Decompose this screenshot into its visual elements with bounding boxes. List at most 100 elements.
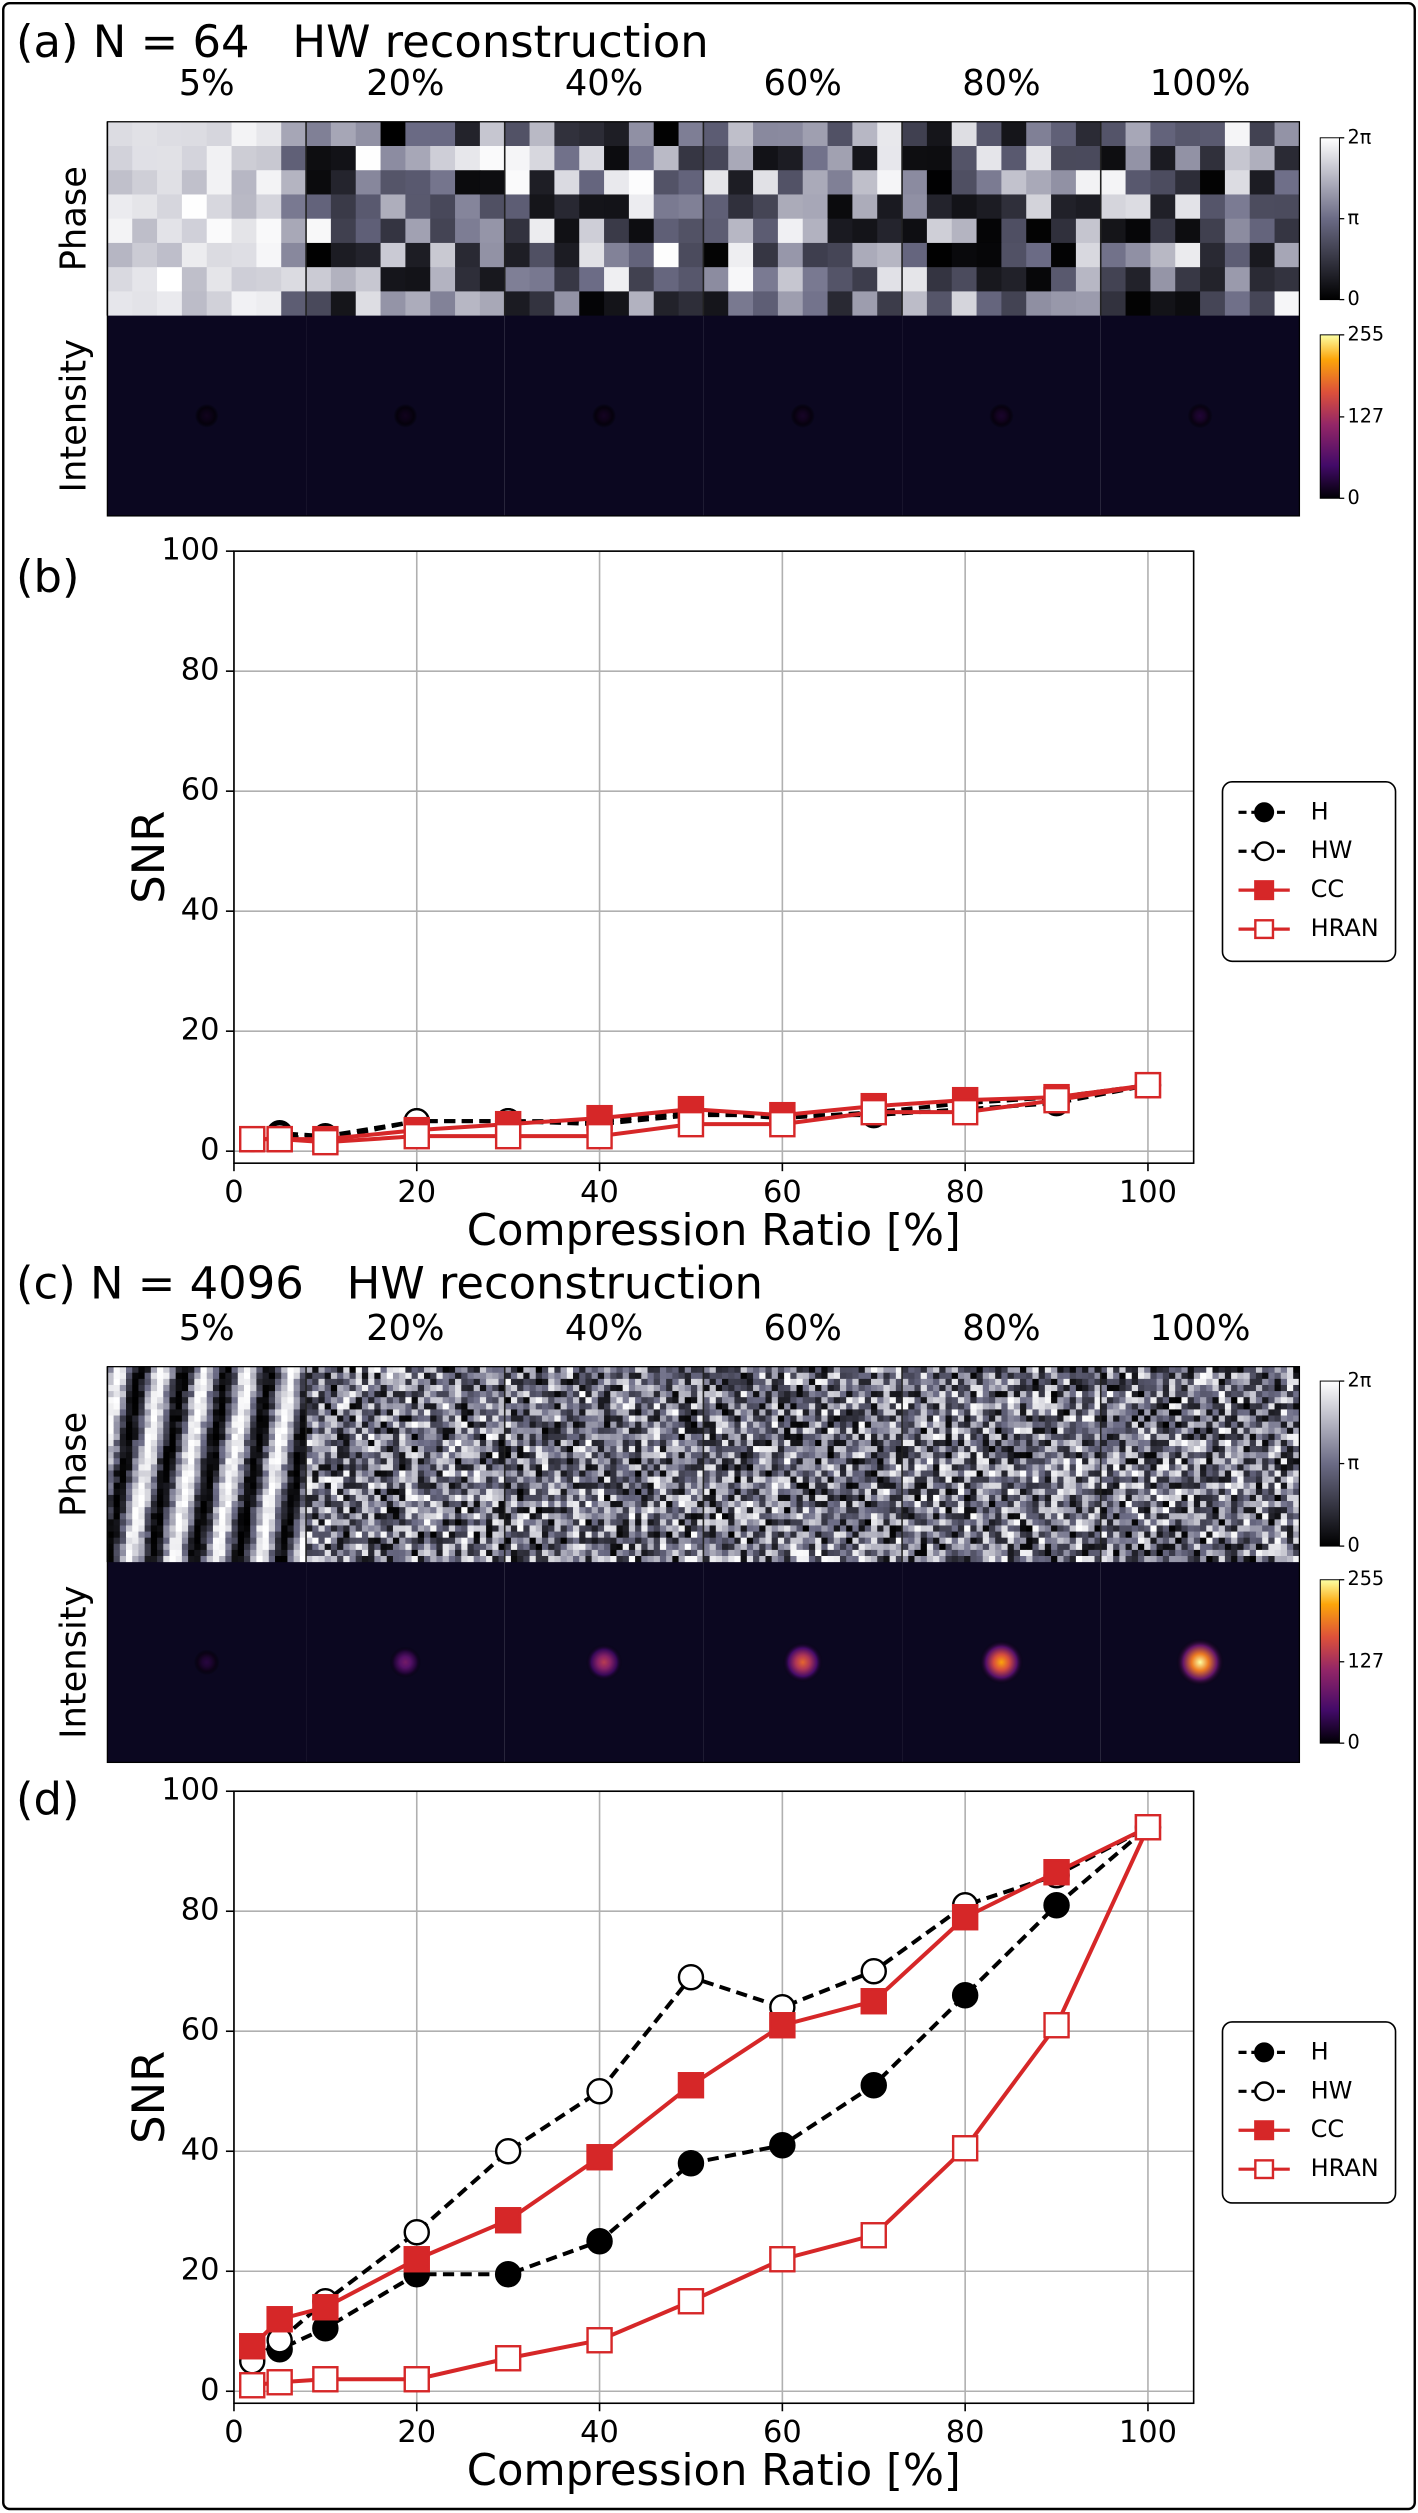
phase-pixel [1032,1397,1040,1404]
phase-pixel [877,1384,884,1392]
phase-pixel [144,1409,152,1416]
phase-pixel [653,1421,661,1429]
phase-pixel [759,1427,766,1435]
phase-pixel [361,1543,369,1551]
phase-pixel [268,1476,276,1484]
phase-pixel [275,1433,282,1441]
phase-pixel [157,1458,164,1465]
phase-pixel [604,1384,611,1392]
phase-pixel [436,1501,444,1508]
phase-pixel [442,1372,450,1380]
phase-pixel [343,1513,350,1520]
phase-pixel [684,1537,692,1545]
phase-pixel [554,170,580,195]
phase-pixel [268,1556,276,1563]
phase-pixel [908,1409,915,1416]
phase-pixel [790,1415,797,1423]
phase-pixel [132,1421,139,1429]
phase-pixel [616,1556,624,1563]
phase-pixel [902,1391,909,1398]
phase-pixel [566,1391,574,1398]
phase-pixel [722,1427,729,1435]
phase-pixel [424,1556,431,1563]
phase-pixel [368,1507,375,1514]
phase-pixel [765,1397,773,1404]
phase-pixel [343,1446,350,1453]
phase-pixel [790,1391,797,1398]
phase-pixel [951,1415,959,1423]
phase-pixel [231,1433,239,1441]
phase-pixel [697,1439,704,1447]
phase-pixel [194,1525,201,1533]
phase-pixel [448,1427,456,1435]
phase-pixel [926,242,953,268]
phase-pixel [635,1501,642,1508]
phase-pixel [119,1452,127,1459]
phase-pixel [839,1427,847,1435]
phase-pixel [324,1372,332,1380]
phase-pixel [299,1427,307,1435]
phase-pixel [926,121,953,147]
phase-pixel [883,1556,891,1563]
phase-pixel [237,1494,245,1502]
phase-pixel [237,1421,245,1429]
phase-pixel [194,1366,201,1374]
phase-pixel [157,1470,164,1478]
phase-pixel [690,1507,698,1514]
phase-pixel [368,1458,375,1465]
phase-pixel [281,170,307,195]
phase-pixel [392,1501,400,1508]
phase-pixel [666,1452,673,1459]
phase-pixel [740,1482,748,1490]
phase-pixel [734,1409,742,1416]
phase-pixel [796,1549,804,1557]
phase-pixel [672,1519,680,1526]
phase-pixel [554,242,580,268]
phase-pixel [895,1507,903,1514]
phase-pixel [119,1397,127,1404]
phase-pixel [877,1446,884,1453]
phase-pixel [889,1372,897,1380]
phase-pixel [399,1446,406,1453]
phase-pixel [330,1543,338,1551]
phase-pixel [883,1507,891,1514]
phase-pixel [821,1476,829,1484]
phase-pixel [982,1391,990,1398]
phase-pixel [678,1403,686,1410]
phase-pixel [1057,1378,1064,1386]
phase-pixel [417,1372,425,1380]
phase-pixel [808,1439,816,1447]
phase-pixel [746,1384,754,1392]
phase-pixel [424,1439,431,1447]
phase-pixel [312,1488,319,1496]
phase-pixel [933,1391,940,1398]
phase-pixel [678,218,704,244]
phase-pixel [604,1366,611,1374]
phase-pixel [436,1397,444,1404]
phase-pixel [541,1507,549,1514]
phase-pixel [548,1476,555,1484]
phase-pixel [337,1384,344,1392]
phase-pixel [554,1464,562,1471]
phase-pixel [579,1476,586,1484]
phase-pixel [653,145,680,171]
phase-pixel [250,1403,257,1410]
phase-pixel [895,1470,903,1478]
phase-pixel [517,1556,524,1563]
phase-pixel [852,1433,860,1441]
phase-pixel [361,1409,369,1416]
phase-pixel [368,1525,375,1533]
phase-pixel [628,170,655,195]
phase-pixel [126,1372,133,1380]
phase-pixel [616,1501,624,1508]
phase-pixel [132,121,158,147]
phase-pixel [579,1446,586,1453]
phase-pixel [883,1494,891,1502]
phase-pixel [815,1488,822,1496]
phase-pixel [479,291,506,317]
phase-pixel [157,1446,164,1453]
phase-pixel [839,1433,847,1441]
phase-pixel [157,1525,164,1533]
phase-pixel [697,1501,704,1508]
phase-pixel [337,1464,344,1471]
